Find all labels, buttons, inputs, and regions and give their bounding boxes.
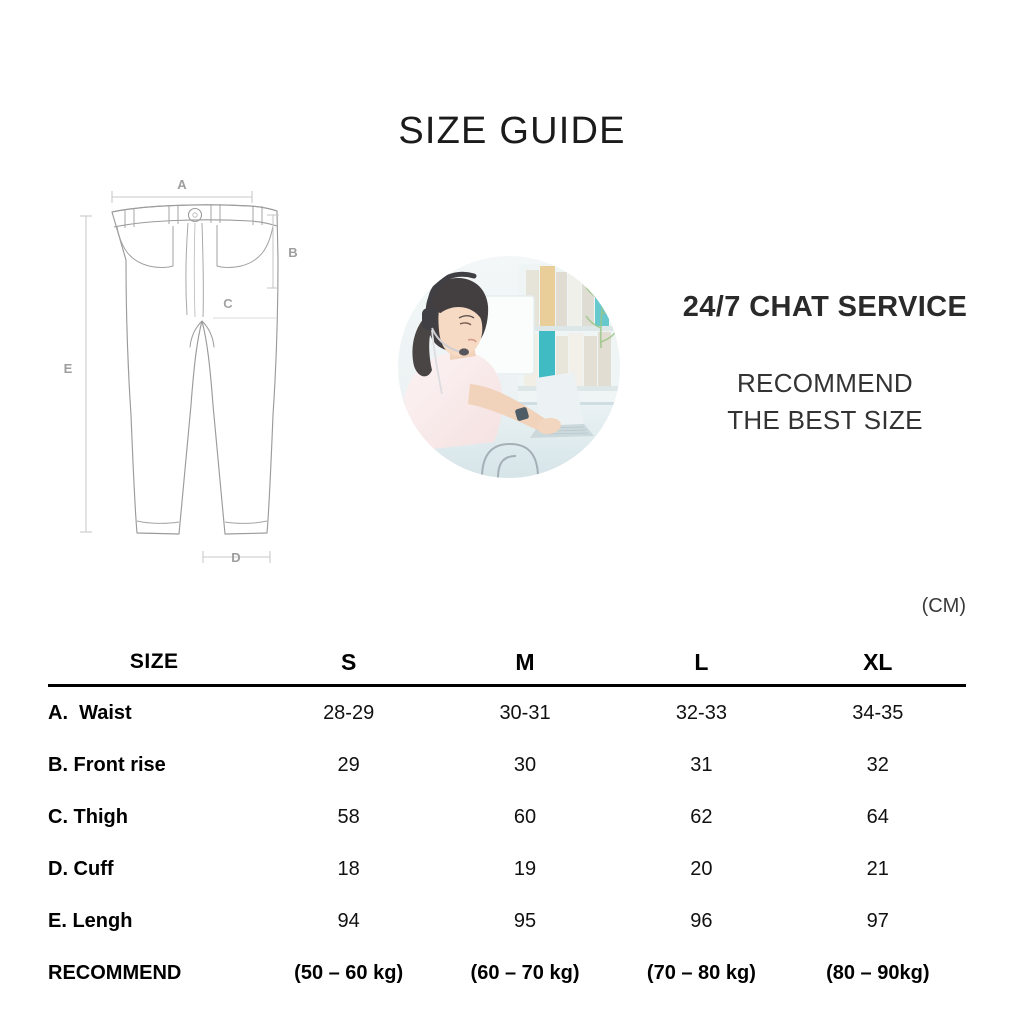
cell-front-rise-l: 31 — [690, 753, 713, 776]
dimension-label-d: D — [231, 550, 240, 565]
table-row: D. Cuff 18 19 20 21 — [48, 843, 966, 895]
cell-waist-s: 28-29 — [323, 701, 375, 724]
recommend-best-size-line-1: RECOMMEND — [736, 368, 914, 398]
table-row-recommend: RECOMMEND (50 – 60 kg) (60 – 70 kg) (70 … — [48, 947, 966, 999]
cell-waist-xl: 34-35 — [852, 701, 904, 724]
table-header-size: SIZE — [48, 640, 261, 687]
cell-thigh-s: 58 — [337, 805, 360, 828]
table-row: E. Lengh 94 95 96 97 — [48, 895, 966, 947]
table-row: C. Thigh 58 60 62 64 — [48, 791, 966, 843]
pants-technical-drawing: A B C D E — [45, 165, 365, 585]
cell-cuff-s: 18 — [337, 857, 360, 880]
cell-waist-l: 32-33 — [675, 701, 727, 724]
cell-cuff-xl: 21 — [866, 857, 889, 880]
row-label-length: E. Lengh — [48, 909, 133, 932]
recommend-best-size-line-2: THE BEST SIZE — [727, 405, 923, 435]
cell-length-s: 94 — [337, 909, 360, 932]
row-label-thigh: C. Thigh — [48, 805, 128, 828]
cell-waist-m: 30-31 — [499, 701, 551, 724]
cell-front-rise-m: 30 — [513, 753, 537, 776]
dimension-label-c: C — [223, 296, 233, 311]
size-table: SIZE S M L XL A. Waist 28-29 30-31 32-33… — [48, 640, 966, 999]
dimension-label-b: B — [288, 245, 297, 260]
cell-length-xl: 97 — [866, 909, 889, 932]
cell-cuff-l: 20 — [690, 857, 713, 880]
table-header-s: S — [260, 640, 437, 687]
table-row: A. Waist 28-29 30-31 32-33 34-35 — [48, 686, 966, 740]
table-header-row: SIZE S M L XL — [48, 640, 966, 687]
cell-thigh-m: 60 — [513, 805, 537, 828]
table-row: B. Front rise 29 30 31 32 — [48, 739, 966, 791]
row-label-recommend: RECOMMEND — [48, 961, 182, 984]
row-label-front-rise: B. Front rise — [48, 753, 166, 776]
cell-thigh-l: 62 — [690, 805, 713, 828]
cell-recommend-m: (60 – 70 kg) — [470, 961, 580, 984]
page-title: SIZE GUIDE — [398, 110, 626, 152]
table-header-m: M — [436, 640, 614, 687]
customer-service-agent-photo — [398, 256, 620, 478]
chat-service-heading: 24/7 CHAT SERVICE — [682, 291, 968, 323]
row-label-cuff: D. Cuff — [48, 857, 114, 880]
table-header-xl: XL — [789, 640, 966, 687]
cell-recommend-s: (50 – 60 kg) — [294, 961, 404, 984]
row-label-waist: A. Waist — [48, 701, 132, 724]
cell-cuff-m: 19 — [513, 857, 537, 880]
cell-length-l: 96 — [690, 909, 713, 932]
table-header-l: L — [613, 640, 790, 687]
cell-length-m: 95 — [513, 909, 537, 932]
cell-recommend-l: (70 – 80 kg) — [646, 961, 756, 984]
cell-recommend-xl: (80 – 90kg) — [826, 961, 930, 984]
unit-label: (CM) — [921, 595, 966, 617]
dimension-label-a: A — [177, 177, 187, 192]
cell-front-rise-xl: 32 — [866, 753, 889, 776]
cell-front-rise-s: 29 — [337, 753, 360, 776]
dimension-label-e: E — [64, 361, 73, 376]
cell-thigh-xl: 64 — [866, 805, 889, 828]
